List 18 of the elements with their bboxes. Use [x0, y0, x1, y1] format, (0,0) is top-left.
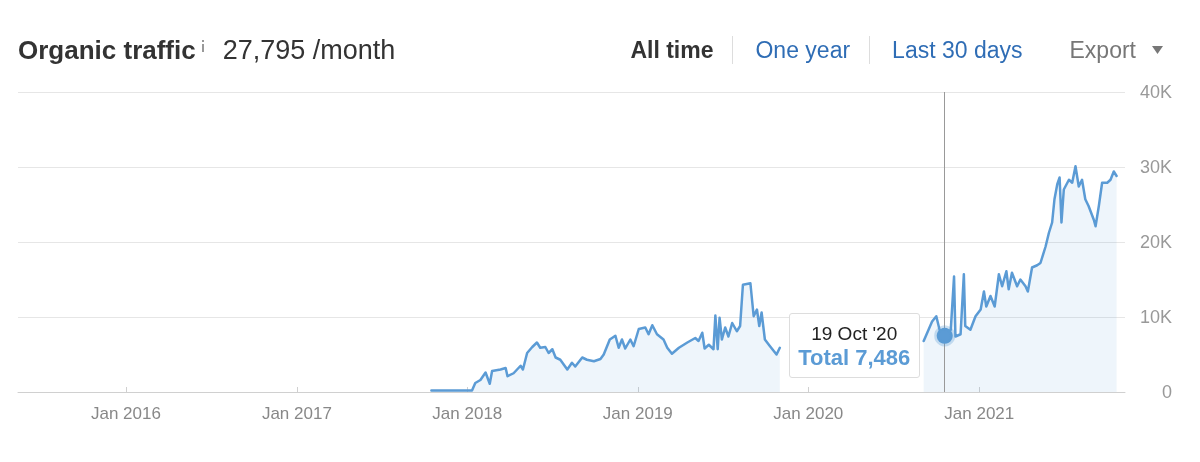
y-tick-label: 40K	[1139, 82, 1172, 102]
chart-title: Organic traffic	[18, 35, 196, 65]
text: All time	[630, 36, 715, 64]
x-tick-label: Jan 2018	[432, 404, 503, 423]
text: One year	[732, 36, 870, 64]
x-tick-label: Jan 2021	[944, 404, 1015, 423]
x-tick-label: Jan 2017	[261, 404, 332, 423]
text: Export	[1068, 36, 1136, 64]
y-tick-label: 0	[1161, 382, 1172, 402]
chart-subtitle: 27,795 /month	[222, 35, 396, 65]
y-tick-label: 10K	[1139, 307, 1172, 327]
x-tick-label: Jan 2019	[602, 404, 673, 423]
annotation: 19 Oct '20 Total 7,486	[788, 312, 920, 378]
text: Last 30 days	[869, 36, 1042, 64]
y-tick-label: 20K	[1139, 232, 1172, 252]
x-tick-label: Jan 2016	[90, 404, 161, 423]
y-tick-label: 30K	[1139, 157, 1172, 177]
x-tick-label: Jan 2020	[773, 404, 844, 423]
